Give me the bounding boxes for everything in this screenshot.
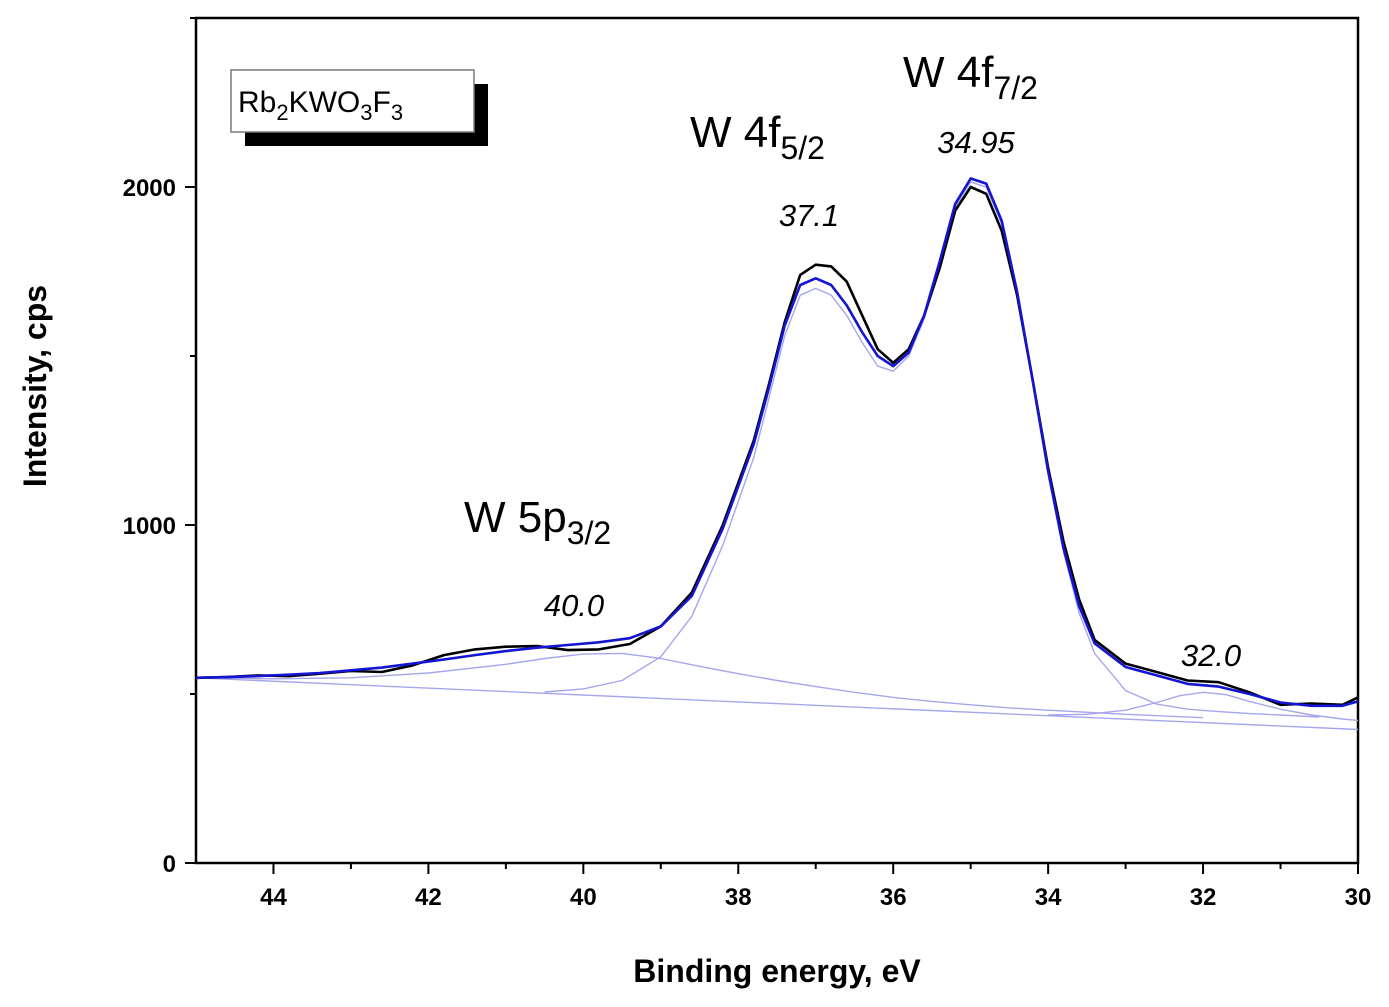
peak-name-w4f52: W 4f5/2 bbox=[690, 108, 825, 166]
peak-label-w4f52: W 4f5/2 37.1 bbox=[690, 108, 839, 233]
sample-label-box: Rb2KWO3F3 bbox=[230, 69, 488, 146]
x-axis-title: Binding energy, eV bbox=[633, 953, 921, 989]
peak-name-w4f72: W 4f7/2 bbox=[903, 48, 1038, 106]
y-axis-title: Intensity, cps bbox=[17, 285, 53, 487]
peak-value-40: 40.0 bbox=[544, 588, 604, 623]
peak-label-w4f72: W 4f7/2 34.95 bbox=[903, 48, 1038, 160]
series-component-32-0 bbox=[1048, 691, 1358, 722]
series-experimental bbox=[196, 185, 1358, 707]
series-fit-envelope bbox=[196, 177, 1358, 708]
peak-value-32: 32.0 bbox=[1181, 638, 1241, 673]
peak-value-37-1: 37.1 bbox=[779, 198, 839, 233]
x-tick-label-30: 30 bbox=[1345, 884, 1372, 911]
series-component-w-5p3-2 bbox=[196, 652, 1204, 719]
peak-label-w5p32: W 5p3/2 40.0 bbox=[464, 493, 611, 623]
ticks-layer: 44 42 40 38 36 34 32 30 0 1000 2000 bbox=[123, 17, 1372, 911]
y-tick-label-1000: 1000 bbox=[123, 513, 176, 540]
x-tick-label-32: 32 bbox=[1190, 884, 1217, 911]
x-tick-label-42: 42 bbox=[415, 884, 442, 911]
peak-value-34-95: 34.95 bbox=[937, 125, 1015, 160]
x-tick-label-38: 38 bbox=[725, 884, 752, 911]
sample-formula: Rb2KWO3F3 bbox=[238, 86, 403, 125]
y-tick-label-0: 0 bbox=[163, 851, 176, 878]
x-tick-label-40: 40 bbox=[570, 884, 597, 911]
x-tick-label-44: 44 bbox=[260, 884, 287, 911]
peak-name-w5p32: W 5p3/2 bbox=[464, 493, 611, 551]
series-component-w-4f7-2-w-4f5-2 bbox=[544, 181, 1320, 718]
x-tick-label-34: 34 bbox=[1035, 884, 1062, 911]
x-tick-label-36: 36 bbox=[880, 884, 907, 911]
series-background bbox=[196, 677, 1358, 731]
sample-label-frame bbox=[230, 69, 475, 133]
y-tick-label-2000: 2000 bbox=[123, 175, 176, 202]
series-layer bbox=[196, 177, 1358, 731]
plot-frame bbox=[194, 16, 1360, 865]
